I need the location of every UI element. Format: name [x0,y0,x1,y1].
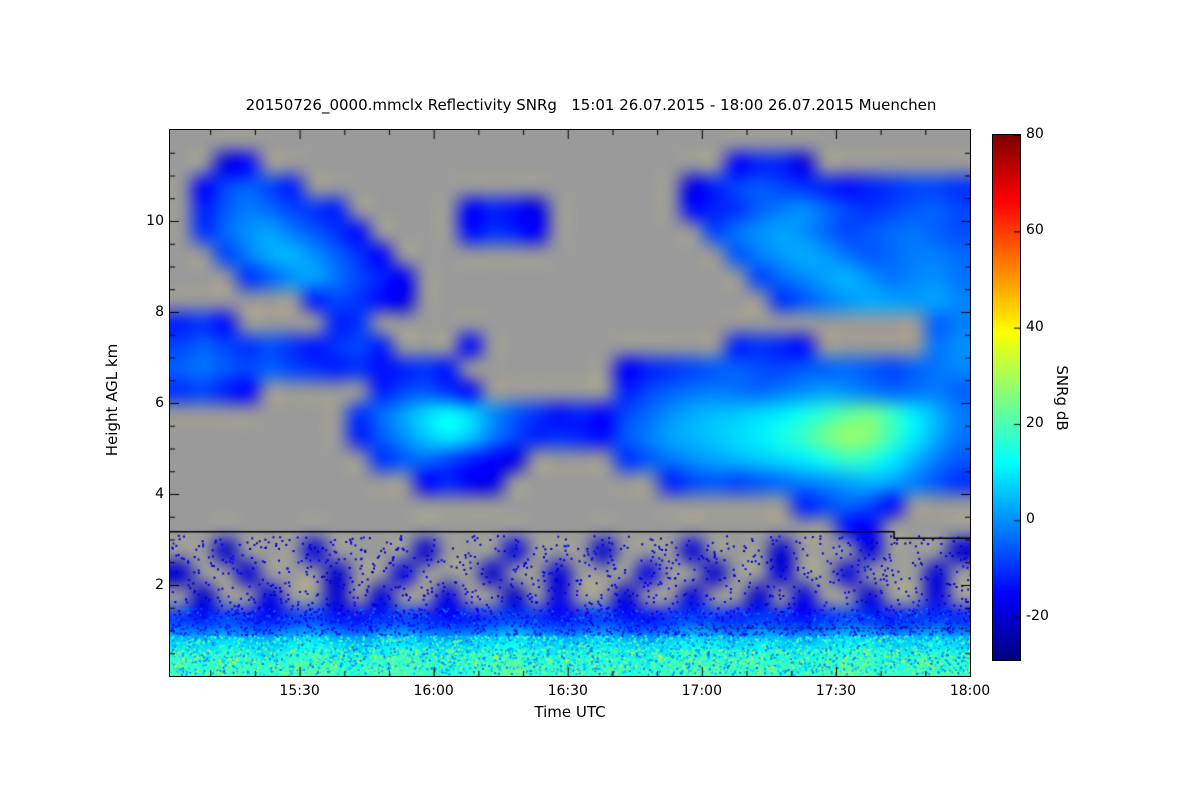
colorbar-tick-label: 60 [1026,222,1044,239]
x-tick-label: 18:00 [949,683,991,699]
y-tick-label: 6 [155,395,164,411]
y-tick-label: 4 [155,486,164,502]
plot-area [169,129,971,677]
x-tick-label: 17:30 [815,683,857,699]
x-tick-label: 17:00 [681,683,722,699]
chart-title: 20150726_0000.mmclx Reflectivity SNRg 15… [245,96,937,114]
y-tick-label: 2 [155,577,164,593]
y-tick-label: 10 [146,213,164,229]
y-tick-label: 8 [155,304,164,320]
colorbar [992,134,1021,661]
colorbar-tick-label: 40 [1026,318,1044,335]
x-tick-label: 15:30 [279,683,320,699]
colorbar-tick-label: 0 [1026,511,1035,528]
colorbar-tick-label: -20 [1026,607,1049,624]
x-tick-label: 16:00 [413,683,454,699]
y-axis-label: Height AGL km [103,343,121,457]
colorbar-tick-label: 80 [1026,126,1044,142]
colorbar-canvas [993,135,1020,660]
colorbar-tick-label: 20 [1026,414,1044,431]
x-tick-label: 16:30 [547,683,588,699]
heatmap-canvas [170,130,970,676]
x-axis-label: Time UTC [534,703,606,721]
